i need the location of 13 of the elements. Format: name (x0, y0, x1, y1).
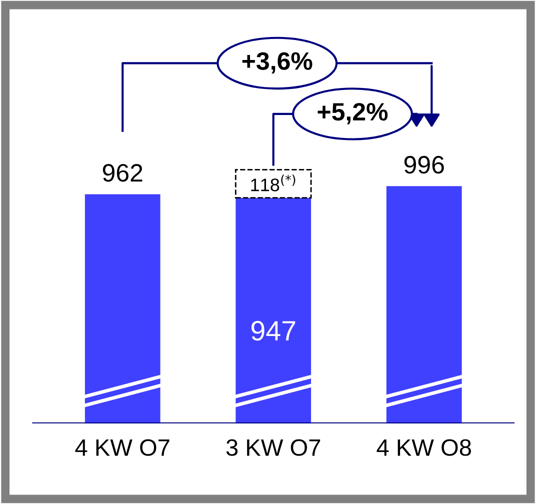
bar (386, 186, 462, 424)
bar (236, 198, 312, 424)
x-tick-label: 3 KW O7 (226, 439, 320, 456)
data-label: 962 (102, 164, 142, 182)
x-tick-label: 4 KW O8 (376, 439, 471, 456)
data-label: 947 (251, 320, 296, 341)
x-tick-label: 4 KW O7 (75, 439, 170, 456)
data-label: 996 (404, 156, 444, 174)
text: +3,6% (242, 52, 312, 74)
bar (84, 194, 160, 424)
bar (234, 169, 312, 199)
text: +5,2% (318, 102, 388, 124)
data-label: 118$^{(*)}$ (251, 174, 296, 192)
